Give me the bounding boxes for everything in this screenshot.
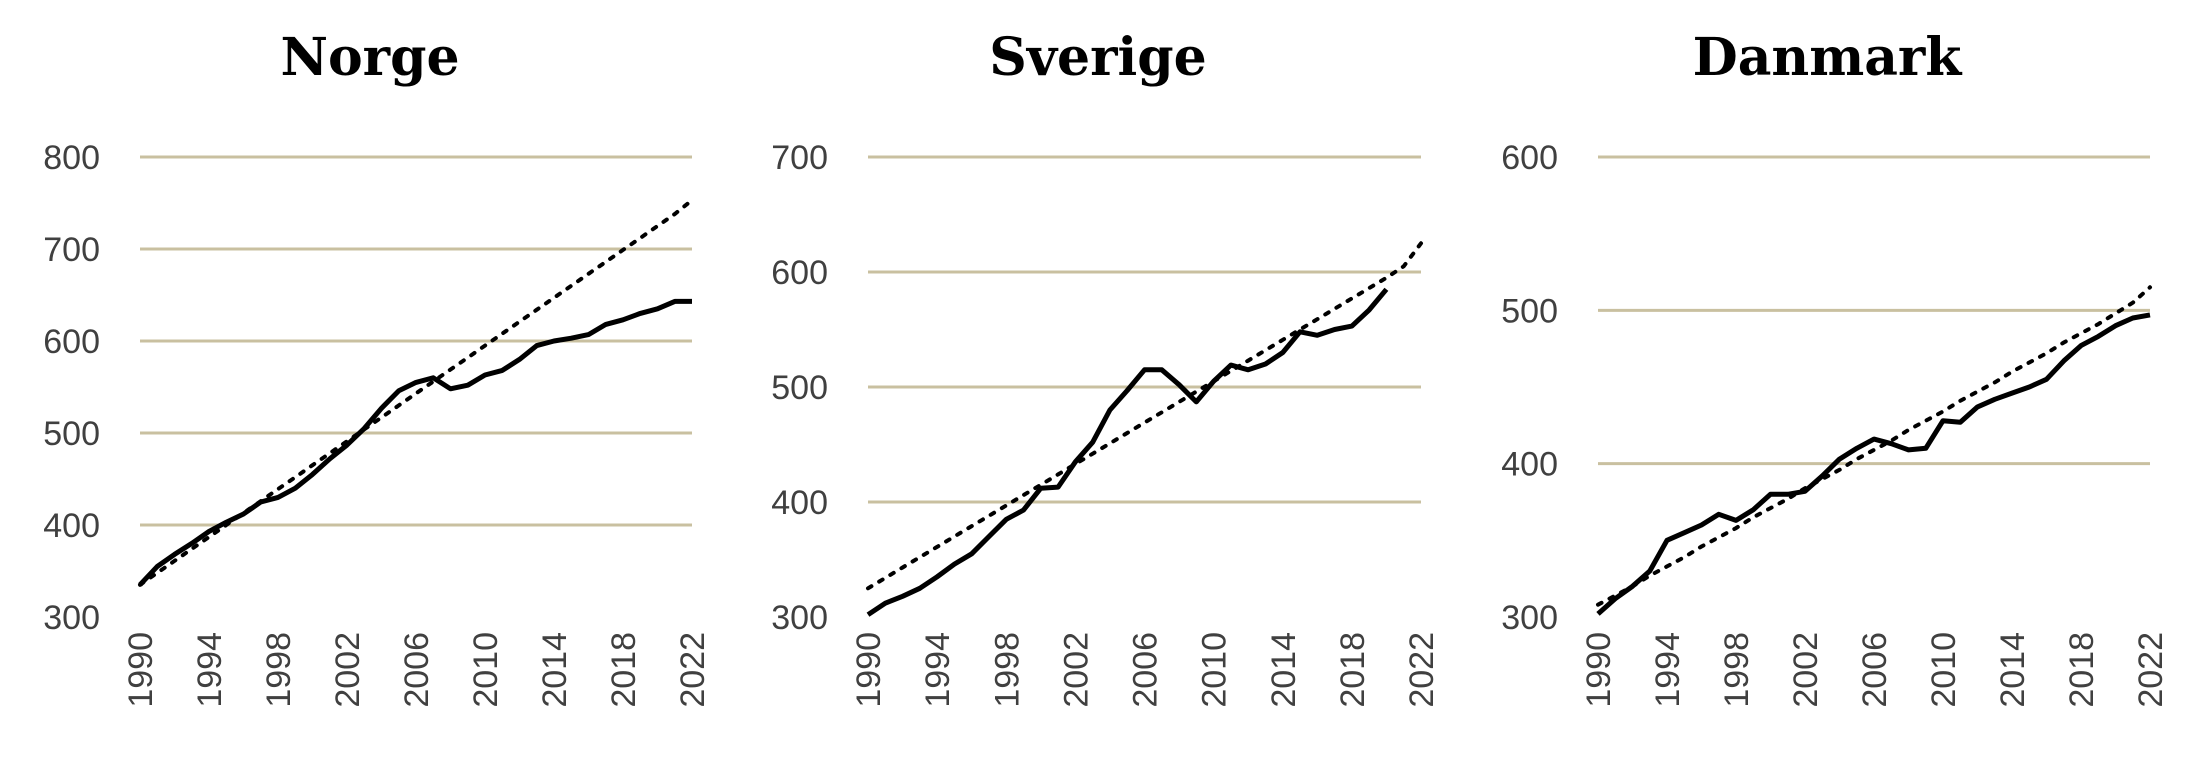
x-tick-label: 2006 — [398, 632, 436, 708]
chart-panel-norge: Norge 300 400 500 600 700 800 1990 1994 1998 2002 2… — [43, 27, 712, 708]
x-tick-label: 2022 — [1403, 632, 1441, 708]
x-tick-label: 2002 — [329, 632, 367, 708]
x-tick-label: 2022 — [674, 632, 712, 708]
trend-line — [1596, 285, 2152, 607]
series-line — [1596, 312, 2151, 616]
x-tick-label: 1990 — [850, 632, 888, 708]
x-tick-label: 2002 — [1787, 632, 1825, 708]
y-tick-label: 400 — [43, 507, 100, 545]
y-tick-label: 500 — [771, 369, 828, 407]
x-tick-label: 2018 — [2063, 632, 2101, 708]
x-tick-label: 2010 — [467, 632, 505, 708]
x-tick-label: 2010 — [1925, 632, 1963, 708]
x-tick-label: 1998 — [1718, 632, 1756, 708]
x-tick-label: 2022 — [2132, 632, 2170, 708]
x-tick-label: 1990 — [1580, 632, 1618, 708]
x-tick-label: 2014 — [1265, 632, 1303, 708]
x-tick-label: 1994 — [191, 632, 229, 708]
y-tick-label: 500 — [43, 415, 100, 453]
y-tick-label: 600 — [771, 254, 828, 292]
y-tick-label: 600 — [1501, 139, 1558, 177]
x-tick-label: 2014 — [536, 632, 574, 708]
x-tick-label: 1998 — [260, 632, 298, 708]
x-tick-label: 2010 — [1196, 632, 1234, 708]
series-line — [866, 287, 1389, 617]
chart-title: Sverige — [989, 27, 1206, 88]
y-tick-label: 800 — [43, 139, 100, 177]
trend-line — [866, 241, 1423, 591]
y-tick-label: 400 — [1501, 446, 1558, 484]
y-tick-label: 500 — [1501, 292, 1558, 330]
x-tick-label: 1994 — [919, 632, 957, 708]
y-tick-label: 300 — [43, 599, 100, 637]
series-line — [138, 298, 692, 587]
y-tick-label: 700 — [43, 231, 100, 269]
y-tick-label: 600 — [43, 323, 100, 361]
x-tick-label: 2018 — [1334, 632, 1372, 708]
x-tick-label: 1994 — [1649, 632, 1687, 708]
trend-line — [138, 198, 694, 587]
y-tick-label: 700 — [771, 139, 828, 177]
y-tick-label: 300 — [771, 599, 828, 637]
x-tick-label: 2014 — [1994, 632, 2032, 708]
y-tick-label: 400 — [771, 484, 828, 522]
x-tick-label: 2006 — [1127, 632, 1165, 708]
x-tick-label: 2002 — [1057, 632, 1095, 708]
chart-title: Danmark — [1693, 27, 1963, 88]
x-tick-label: 2018 — [605, 632, 643, 708]
chart-title: Norge — [280, 27, 459, 88]
x-tick-label: 2006 — [1856, 632, 1894, 708]
y-tick-label: 300 — [1501, 599, 1558, 637]
chart-panel-danmark: Danmark 300 400 500 600 1990 1994 1998 2002 2006 2… — [1501, 27, 2170, 708]
chart-panel-sverige: Sverige 300 400 500 600 700 1990 1994 1998 2002 20… — [771, 27, 1441, 708]
x-tick-label: 1998 — [988, 632, 1026, 708]
x-tick-label: 1990 — [122, 632, 160, 708]
